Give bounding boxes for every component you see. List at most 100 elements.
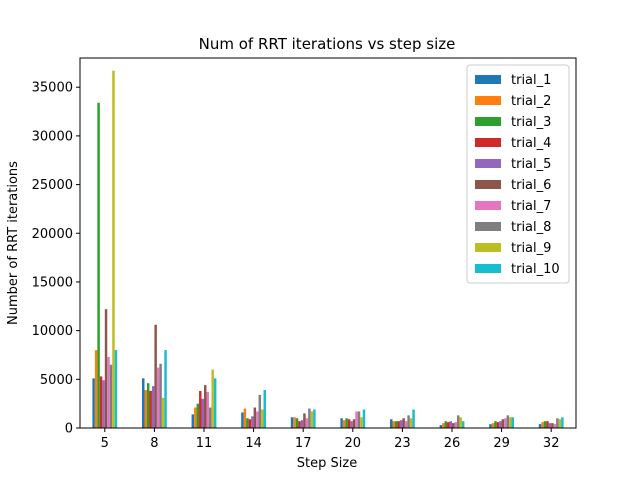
bar-trial_9-8: [161, 397, 165, 428]
legend-label-trial_9: trial_9: [511, 241, 551, 256]
chart-title: Num of RRT iterations vs step size: [199, 35, 456, 53]
bar-trial_6-17: [303, 413, 306, 428]
legend-label-trial_10: trial_10: [511, 262, 560, 277]
bar-trial_3-11: [196, 403, 200, 428]
y-tick-label: 25000: [32, 178, 73, 193]
bar-trial_3-17: [295, 418, 299, 428]
bar-trial_4-5: [99, 376, 103, 428]
legend-swatch-trial_1: [475, 75, 501, 84]
bar-trial_7-29: [504, 418, 507, 428]
plot-frame: [79, 57, 577, 429]
bar-trial_6-23: [402, 418, 405, 428]
bar-trial_3-8: [146, 383, 150, 428]
bar-trial_9-17: [310, 411, 314, 428]
bar-trial_9-32: [558, 419, 562, 428]
bar-trial_9-29: [509, 417, 512, 428]
legend-label-trial_8: trial_8: [511, 220, 551, 235]
y-tick-label: 5000: [40, 373, 73, 388]
bar-trial_8-32: [556, 418, 559, 428]
x-tick-label: 11: [196, 436, 213, 451]
bar-trial_4-11: [199, 391, 202, 428]
bar-trial_5-11: [201, 398, 204, 428]
bar-trial_5-26: [449, 421, 452, 428]
bar-trial_4-29: [496, 422, 500, 428]
bar-trial_7-23: [404, 421, 408, 428]
bar-trial_2-5: [94, 350, 98, 428]
legend-label-trial_6: trial_6: [511, 178, 551, 193]
bar-trial_1-23: [390, 419, 393, 428]
y-tick-label: 0: [65, 422, 73, 437]
bar-trial_5-5: [102, 380, 105, 428]
bar-trial_6-8: [154, 324, 157, 428]
x-axis: 5 8 11 14 17 20 23 26 29 32: [101, 428, 560, 451]
bar-trial_4-26: [447, 422, 450, 428]
bar-trial_6-20: [352, 419, 356, 428]
legend-swatch-trial_9: [475, 243, 501, 252]
bar-trial_8-23: [407, 415, 410, 428]
legend-swatch-trial_5: [475, 159, 501, 168]
bar-trial_10-17: [313, 409, 316, 428]
legend-swatch-trial_10: [475, 264, 501, 273]
bar-trial_3-14: [246, 418, 249, 428]
x-tick-label: 20: [345, 436, 362, 451]
x-axis-title: Step Size: [297, 456, 357, 471]
bar-trial_6-26: [452, 423, 455, 428]
bar-trial_8-20: [357, 411, 361, 428]
legend-swatch-trial_6: [475, 180, 501, 189]
bar-trial_1-17: [290, 417, 294, 428]
legend: trial_1 trial_2 trial_3 trial_4 trial_5trial…: [466, 64, 570, 284]
bar-trial_4-17: [298, 421, 301, 428]
bar-trial_5-23: [399, 420, 403, 428]
bar-trial_6-14: [253, 407, 257, 428]
bar-trial_6-29: [501, 419, 505, 428]
bar-trial_3-29: [494, 421, 497, 428]
x-tick-label: 29: [493, 436, 510, 451]
x-tick-label: 32: [543, 436, 560, 451]
y-tick-label: 30000: [32, 129, 73, 144]
legend-swatch-trial_2: [475, 96, 501, 105]
bar-trial_8-8: [159, 363, 162, 428]
bar-trial_7-5: [107, 356, 110, 428]
legend-label-trial_4: trial_4: [511, 136, 551, 151]
bar-trial_6-32: [551, 423, 554, 428]
bar-trial_8-5: [109, 364, 113, 428]
bar-trial_4-14: [248, 419, 252, 428]
x-tick-label: 26: [444, 436, 461, 451]
x-tick-label: 17: [295, 436, 312, 451]
bar-trial_2-20: [342, 420, 346, 428]
bar-trial_6-11: [204, 385, 207, 428]
bar-trial_6-5: [104, 309, 108, 428]
bar-trial_5-20: [350, 421, 353, 428]
bar-trial_1-29: [489, 424, 492, 428]
bar-trial_7-14: [256, 411, 259, 428]
bar-trial_2-23: [392, 421, 395, 428]
legend-swatch-trial_8: [475, 222, 501, 231]
bar-trial_8-29: [506, 415, 510, 428]
bar-trial_1-26: [439, 425, 443, 428]
bar-trial_10-11: [213, 378, 217, 428]
legend-label-trial_7: trial_7: [511, 199, 551, 214]
bar-trial_7-8: [156, 367, 160, 428]
bar-trial_3-26: [444, 421, 448, 428]
bar-trial_9-11: [211, 369, 214, 428]
bar-trial_8-11: [208, 407, 212, 428]
bar-trial_2-29: [491, 423, 495, 428]
y-axis: 0 5000 10000 15000 20000 25000 30000 35000: [32, 81, 80, 437]
bar-trial_5-14: [251, 416, 254, 428]
bar-trial_10-26: [461, 421, 465, 428]
bar-trial_1-8: [142, 378, 145, 428]
bar-trial_3-23: [394, 421, 398, 428]
bar-trial_2-11: [194, 407, 197, 428]
y-tick-label: 15000: [32, 275, 73, 290]
x-tick-label: 14: [245, 436, 262, 451]
bar-trial_7-32: [553, 424, 557, 428]
bar-trial_3-32: [543, 421, 547, 428]
legend-swatch-trial_3: [475, 117, 501, 126]
bar-trial_8-14: [258, 394, 262, 428]
y-tick-label: 10000: [32, 324, 73, 339]
bar-trial_10-8: [164, 350, 167, 428]
bar-trial_2-32: [541, 422, 544, 428]
y-tick-label: 35000: [32, 81, 73, 96]
bar-trial_2-17: [293, 417, 296, 428]
